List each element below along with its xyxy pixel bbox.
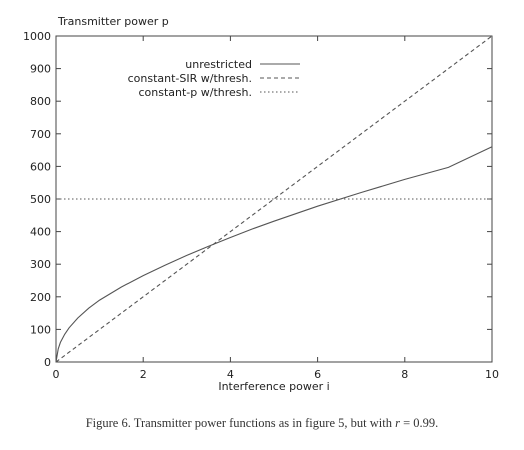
axis-ticks: 0 100 200 300 400 500 600 700 800 900 1000 0 2 4 6 8 10 <box>23 30 499 381</box>
x-tick-label: 6 <box>314 368 321 381</box>
series-layer <box>55 35 493 363</box>
caption-suffix: = 0.99. <box>399 416 439 430</box>
legend-label: constant-p w/thresh. <box>138 86 252 99</box>
caption-math-symbol: r <box>395 416 400 430</box>
x-tick-label: 8 <box>401 368 408 381</box>
y-tick-label: 900 <box>30 63 51 76</box>
y-tick-label: 500 <box>30 193 51 206</box>
y-tick-label: 1000 <box>23 30 51 43</box>
y-axis-label: Transmitter power p <box>57 15 169 28</box>
y-tick-label: 0 <box>44 356 51 369</box>
y-tick-label: 200 <box>30 291 51 304</box>
x-axis-label: Interference power i <box>218 380 329 393</box>
figure-caption: Figure 6. Transmitter power functions as… <box>0 416 524 431</box>
legend-label: constant-SIR w/thresh. <box>128 72 252 85</box>
series-line-1 <box>55 146 493 363</box>
caption-prefix: Figure 6. Transmitter power functions as… <box>85 416 396 430</box>
y-tick-label: 700 <box>30 128 51 141</box>
x-tick-label: 0 <box>53 368 60 381</box>
y-tick-label: 100 <box>30 323 51 336</box>
legend-label: unrestricted <box>185 58 252 71</box>
x-tick-label: 4 <box>227 368 234 381</box>
x-tick-label: 2 <box>140 368 147 381</box>
y-tick-label: 300 <box>30 258 51 271</box>
y-tick-label: 600 <box>30 160 51 173</box>
line-chart: Transmitter power p 01002003004005006007… <box>23 15 499 393</box>
y-tick-label: 800 <box>30 95 51 108</box>
x-tick-label: 10 <box>485 368 499 381</box>
y-tick-label: 400 <box>30 226 51 239</box>
